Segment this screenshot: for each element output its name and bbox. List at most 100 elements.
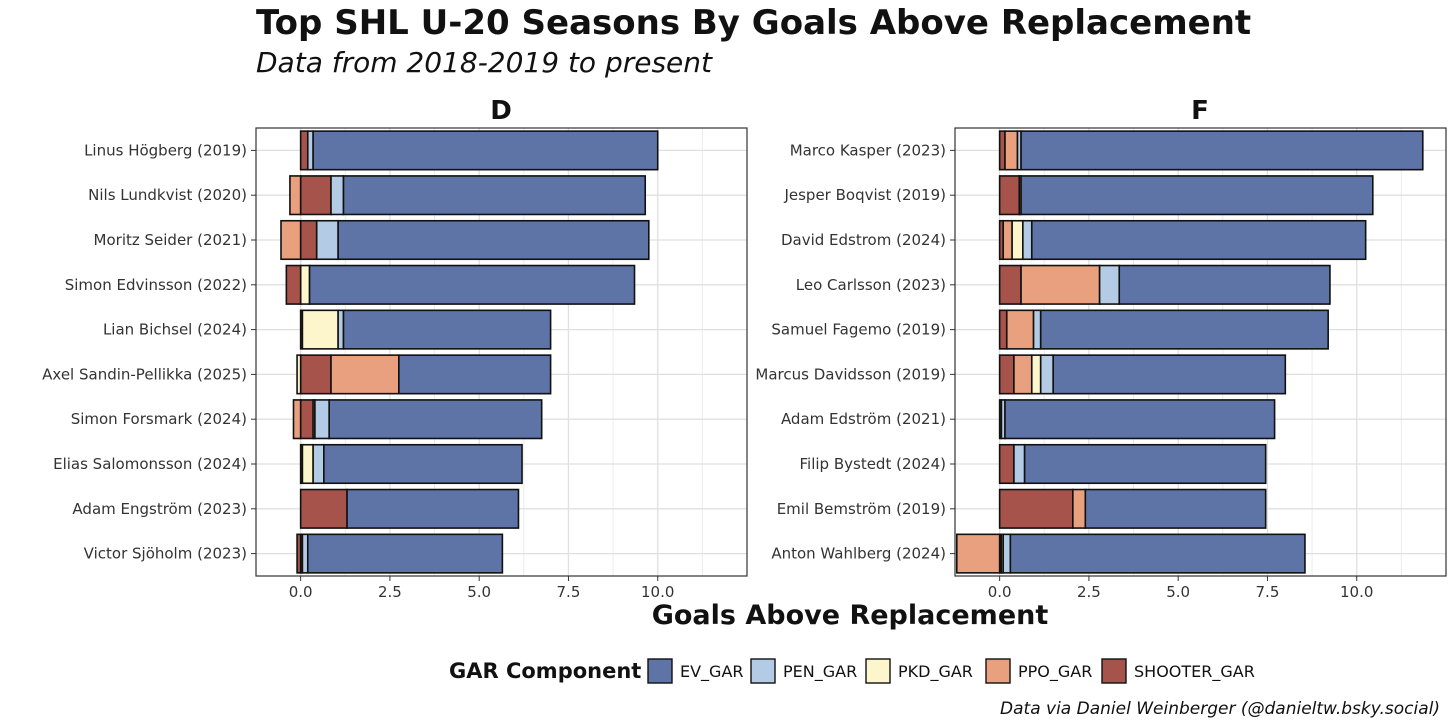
bar-segment-d-2-ppo_gar: [280, 219, 302, 261]
bar-segment-f-1-shooter_gar: [998, 175, 1021, 216]
y-tick-label: Nils Lundkvist (2020): [88, 186, 247, 204]
bar-segment-d-1-pen_gar: [330, 175, 345, 216]
bar-segment-d-8-shooter_gar: [299, 488, 348, 529]
y-tick-label: Linus Högberg (2019): [84, 141, 247, 159]
y-tick-label: Filip Bystedt (2024): [800, 455, 946, 473]
bar-segment-d-6-pen_gar: [314, 399, 331, 440]
x-tick-label: 2.5: [378, 583, 402, 601]
bar-segment-f-8-ev_gar: [1084, 488, 1267, 529]
bar-segment-d-6-ppo_gar: [292, 399, 302, 440]
legend-key-pen_gar: [750, 658, 776, 684]
bar-segment-f-7-ev_gar: [1023, 443, 1267, 485]
bar-segment-f-0-ppo_gar: [1004, 130, 1019, 171]
bar-segment-d-4-pen_gar: [337, 309, 345, 350]
bar-segment-d-5-pkd_gar: [296, 354, 302, 395]
y-tick-label: Axel Sandin-Pellikka (2025): [42, 365, 247, 383]
bar-segment-f-8-shooter_gar: [998, 488, 1074, 529]
bar-segment-d-3-shooter_gar: [285, 264, 302, 305]
x-tick-label: 10.0: [1340, 583, 1373, 601]
bar-segment-d-1-ppo_gar: [289, 175, 302, 216]
bar-segment-d-9-ev_gar: [306, 533, 504, 574]
bar-segment-d-9-pen_gar: [301, 533, 309, 574]
y-tick-label: Leo Carlsson (2023): [796, 276, 946, 294]
y-tick-label: Victor Sjöholm (2023): [84, 545, 247, 563]
facet-label-f: F: [1191, 96, 1209, 126]
bar-segment-d-3-ev_gar: [308, 264, 636, 305]
y-tick-label: Anton Wahlberg (2024): [771, 545, 946, 563]
bar-segment-d-0-pen_gar: [306, 130, 314, 171]
bar-segment-d-4-pkd_gar: [301, 309, 339, 350]
bar-segment-f-5-pen_gar: [1039, 354, 1054, 395]
bar-segment-f-3-pen_gar: [1098, 264, 1121, 305]
bar-segment-f-3-ppo_gar: [1020, 264, 1101, 305]
x-tick-label: 7.5: [1256, 583, 1280, 601]
bar-segment-d-3-pkd_gar: [299, 264, 311, 305]
bar-segment-f-4-pen_gar: [1032, 309, 1042, 350]
bar-segment-f-2-pen_gar: [1022, 219, 1033, 261]
bar-segment-d-0-shooter_gar: [299, 130, 309, 171]
bar-segment-d-7-ev_gar: [323, 443, 523, 485]
bar-segment-d-5-ev_gar: [398, 354, 552, 395]
legend-key-pkd_gar: [865, 658, 891, 684]
facet-label-d: D: [490, 96, 512, 126]
x-tick-label: 5.0: [467, 583, 491, 601]
bar-segment-f-9-pen_gar: [1002, 533, 1012, 574]
bar-segment-d-7-pen_gar: [312, 443, 325, 485]
x-axis-title: Goals Above Replacement: [652, 600, 1049, 631]
bar-segment-d-6-shooter_gar: [299, 399, 314, 440]
legend-key-shooter_gar: [1101, 658, 1127, 684]
bar-segment-d-2-pen_gar: [315, 219, 339, 261]
y-tick-label: Simon Edvinsson (2022): [65, 276, 247, 294]
bar-segment-f-5-ppo_gar: [1013, 354, 1033, 395]
bar-segment-d-8-ev_gar: [346, 488, 520, 529]
bar-segment-f-4-ev_gar: [1039, 309, 1329, 350]
y-tick-label: Lian Bichsel (2024): [103, 321, 247, 339]
chart-subtitle: Data from 2018-2019 to present: [256, 46, 713, 79]
facet-panel-f: Marco Kasper (2023) Jesper Boqvist (2019)…: [755, 127, 1447, 601]
bar-segment-f-0-shooter_gar: [998, 130, 1006, 171]
bar-segment-f-9-ppo_gar: [955, 533, 1001, 574]
bar-segment-d-1-shooter_gar: [299, 175, 332, 216]
legend-label-pen_gar: PEN_GAR: [783, 662, 857, 682]
y-tick-label: Adam Edström (2021): [781, 410, 946, 428]
caption: Data via Daniel Weinberger (@danieltw.bs…: [1000, 699, 1440, 719]
legend-key-ppo_gar: [985, 658, 1011, 684]
bar-segment-d-2-ev_gar: [337, 219, 650, 261]
y-tick-label: Emil Bemström (2019): [777, 500, 946, 518]
bar-segment-f-8-ppo_gar: [1072, 488, 1087, 529]
y-tick-label: Marcus Davidsson (2019): [755, 365, 946, 383]
bar-segment-d-2-shooter_gar: [299, 219, 318, 261]
legend-label-shooter_gar: SHOOTER_GAR: [1134, 662, 1255, 682]
bar-segment-f-1-ev_gar: [1020, 175, 1374, 216]
panel-border: [954, 127, 1447, 577]
legend-title: GAR Component: [449, 659, 641, 683]
bar-segment-f-9-ev_gar: [1009, 533, 1306, 574]
legend-label-pkd_gar: PKD_GAR: [898, 662, 973, 682]
bar-segment-f-7-pen_gar: [1013, 443, 1026, 485]
legend-label-ppo_gar: PPO_GAR: [1018, 662, 1092, 682]
y-tick-label: Moritz Seider (2021): [94, 231, 247, 249]
y-tick-label: Elias Salomonsson (2024): [53, 455, 247, 473]
x-tick-label: 2.5: [1077, 583, 1101, 601]
bar-segment-f-3-ev_gar: [1118, 264, 1331, 305]
x-tick-label: 5.0: [1166, 583, 1190, 601]
x-tick-label: 10.0: [641, 583, 674, 601]
bar-segment-f-2-ev_gar: [1030, 219, 1367, 261]
x-tick-label: 0.0: [289, 583, 313, 601]
bar-segment-f-4-shooter_gar: [998, 309, 1008, 350]
bar-segment-d-0-ev_gar: [312, 130, 659, 171]
facet-panel-d: Linus Högberg (2019) Nils Lundkvist (2020…: [42, 127, 748, 601]
bar-segment-f-2-pkd_gar: [1011, 219, 1024, 261]
y-tick-label: Samuel Fagemo (2019): [771, 321, 946, 339]
bar-segment-d-7-pkd_gar: [301, 443, 314, 485]
y-tick-label: David Edstrom (2024): [781, 231, 946, 249]
bar-segment-d-9-shooter_gar: [296, 533, 302, 574]
y-tick-label: Simon Forsmark (2024): [71, 410, 247, 428]
x-tick-label: 7.5: [557, 583, 581, 601]
x-tick-label: 0.0: [988, 583, 1012, 601]
bar-segment-f-5-ev_gar: [1052, 354, 1287, 395]
bar-segment-d-4-ev_gar: [342, 309, 552, 350]
bar-segment-f-3-shooter_gar: [998, 264, 1022, 305]
legend-key-ev_gar: [647, 658, 673, 684]
